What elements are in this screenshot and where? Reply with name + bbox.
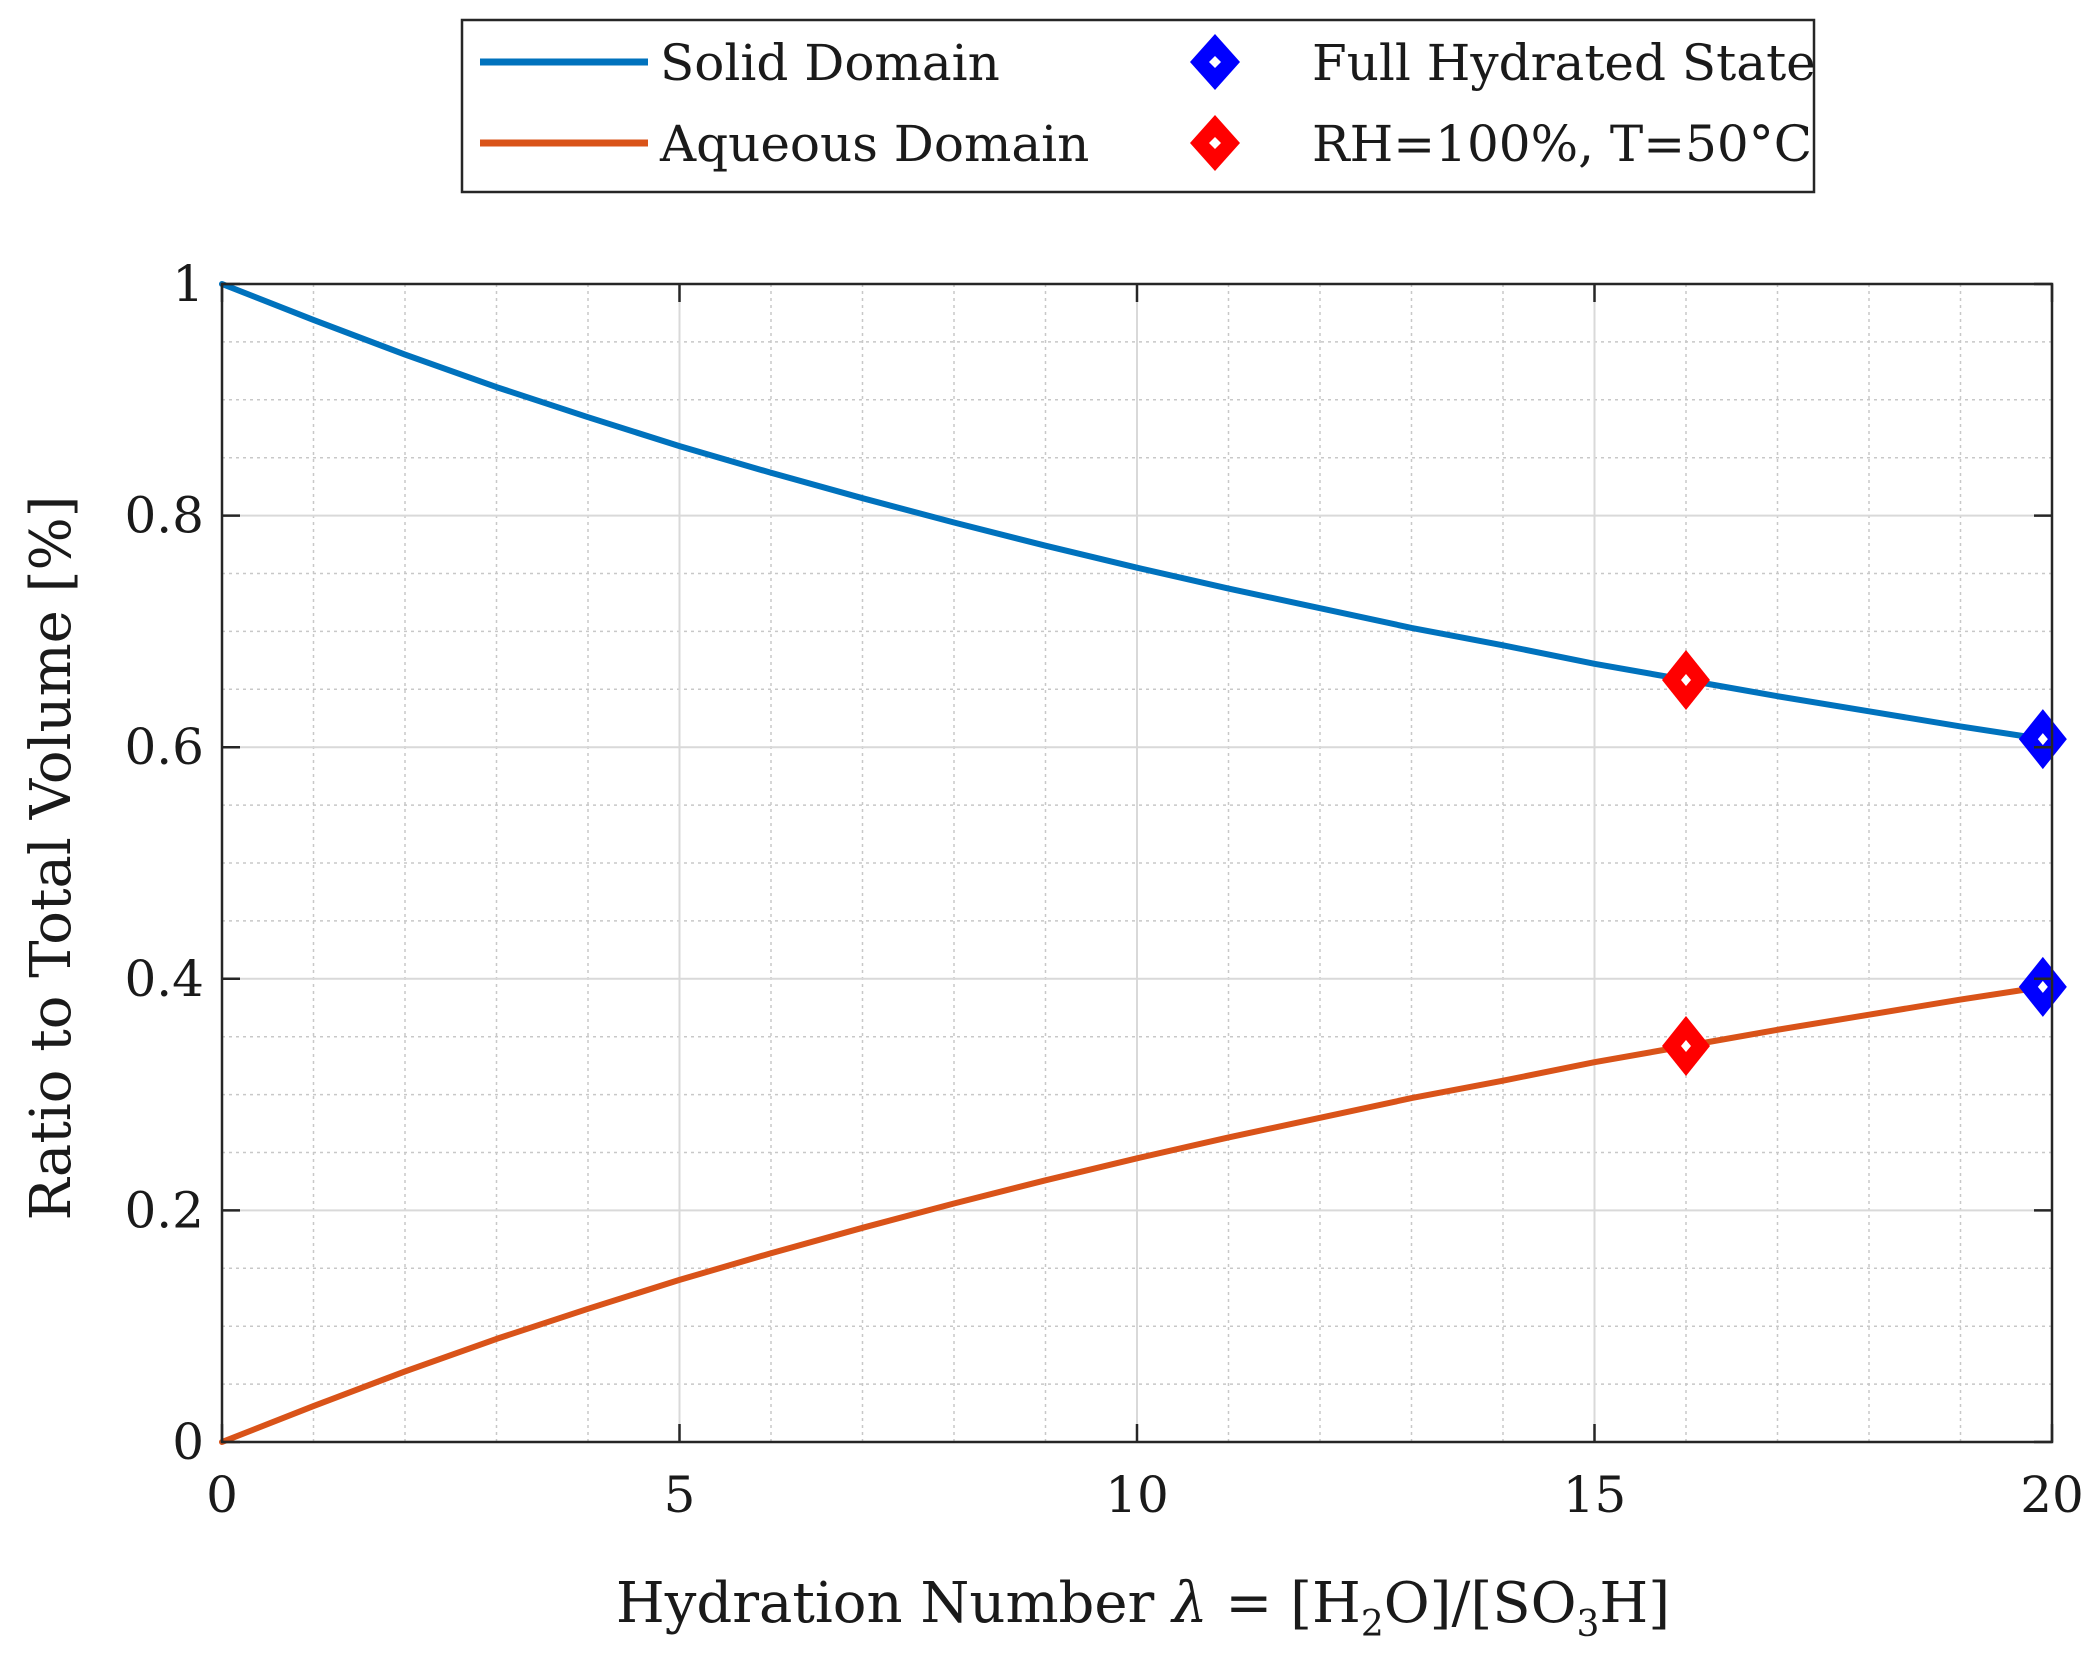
y-tick-labels: 0 0.2 0.4 0.6 0.8 1: [124, 255, 204, 1471]
x-axis-label-lambda: λ: [1170, 1571, 1208, 1636]
x-tick-label: 10: [1105, 1466, 1169, 1524]
x-tick-label: 15: [1563, 1466, 1627, 1524]
marker-center: [2037, 733, 2048, 746]
y-tick-label: 0.6: [124, 718, 204, 776]
y-tick-label: 0: [172, 1413, 204, 1471]
x-tick-label: 0: [206, 1466, 238, 1524]
marker-center: [1681, 1039, 1691, 1052]
y-tick-label: 1: [172, 255, 204, 313]
x-axis-label-prefix: Hydration Number: [616, 1571, 1172, 1636]
legend: Solid Domain Aqueous Domain Full Hydrate…: [460, 18, 1816, 194]
legend-marker-full-hydrated: [1190, 34, 1240, 90]
x-axis-label-sub1: 2: [1361, 1604, 1384, 1645]
y-tick-label: 0.8: [124, 487, 204, 545]
marker-center: [2037, 980, 2048, 993]
x-axis-label-sub2: 3: [1576, 1604, 1599, 1645]
legend-marker-rh100: [1190, 115, 1240, 171]
data-markers: [1662, 650, 2067, 1076]
y-tick-label: 0.2: [124, 1181, 204, 1239]
x-axis-label-eq: = [H: [1208, 1571, 1361, 1636]
data-marker-full-hydrated: [2018, 956, 2067, 1017]
data-marker-rh100: [1662, 1015, 1710, 1076]
grid-major: [222, 284, 2052, 1442]
data-marker-full-hydrated: [2018, 709, 2067, 770]
x-axis-label: Hydration Number λ = [H2O]/[SO3H]: [616, 1571, 1670, 1645]
series-line-solid-domain: [219, 281, 2046, 743]
axis-ticks: [220, 282, 2054, 1444]
legend-label-full-hydrated: Full Hydrated State: [1312, 34, 1816, 92]
legend-box: [460, 18, 1816, 194]
x-axis-label-suffix: H]: [1599, 1571, 1670, 1636]
legend-label-rh100: RH=100%, T=50°C: [1312, 115, 1812, 173]
marker-center: [1681, 674, 1691, 687]
data-marker-rh100: [1662, 650, 1710, 711]
legend-label-solid-domain: Solid Domain: [660, 34, 1000, 92]
data-lines: [219, 281, 2046, 1445]
x-tick-labels: 0 5 10 15 20: [206, 1466, 2084, 1524]
x-tick-label: 20: [2020, 1466, 2084, 1524]
y-tick-label: 0.4: [124, 950, 204, 1008]
x-axis-label-mid: O]/[SO: [1384, 1571, 1577, 1636]
legend-label-aqueous-domain: Aqueous Domain: [659, 115, 1089, 173]
series-line-aqueous-domain: [219, 983, 2046, 1445]
y-axis-label: Ratio to Total Volume [%]: [19, 495, 84, 1220]
x-tick-label: 5: [664, 1466, 696, 1524]
